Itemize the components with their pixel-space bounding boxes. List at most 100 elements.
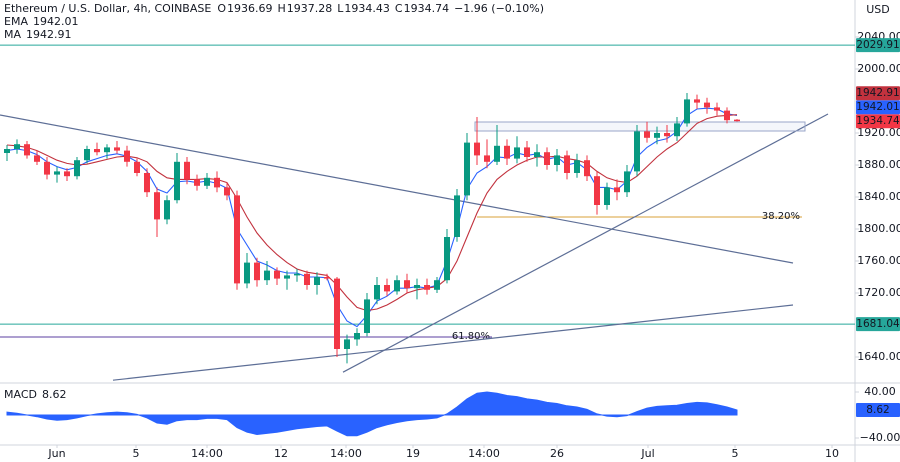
candle-body bbox=[494, 145, 500, 162]
candle-body bbox=[554, 155, 560, 165]
candle-body bbox=[144, 173, 150, 193]
candle-body bbox=[94, 149, 100, 153]
x-tick-label: Jul bbox=[640, 447, 654, 460]
candle-body bbox=[524, 147, 530, 157]
candle-body bbox=[394, 280, 400, 292]
candle-body bbox=[514, 147, 520, 159]
y-tick-label: 1920.00 bbox=[857, 126, 900, 139]
candle-body bbox=[424, 285, 430, 290]
candle-body bbox=[484, 155, 490, 162]
candle-body bbox=[714, 107, 720, 111]
price-badge-label: 1681.04 bbox=[856, 318, 900, 330]
price-badge-label: 8.62 bbox=[866, 404, 889, 416]
y-tick-label: 1760.00 bbox=[857, 254, 900, 267]
candle-body bbox=[24, 144, 30, 156]
price-badge-label: 1942.01 bbox=[856, 101, 899, 113]
price-badge bbox=[856, 317, 900, 332]
price-badge bbox=[856, 100, 900, 115]
candle-body bbox=[534, 152, 540, 157]
candle-body bbox=[464, 142, 470, 196]
candle-body bbox=[604, 187, 610, 205]
candle-body bbox=[274, 270, 280, 279]
trendline bbox=[0, 114, 794, 264]
candle-body bbox=[644, 131, 650, 138]
candle-body bbox=[544, 152, 550, 165]
candle-body bbox=[384, 285, 390, 292]
legend-name: MACD bbox=[4, 388, 37, 401]
candle-body bbox=[304, 273, 310, 285]
candle-body bbox=[104, 147, 110, 153]
candle-body bbox=[244, 262, 250, 284]
legend-name: EMA bbox=[4, 15, 28, 28]
y-tick-label: −40.00 bbox=[860, 431, 900, 444]
legend-value: 1942.91 bbox=[26, 28, 72, 41]
candle-body bbox=[454, 195, 460, 237]
candle-body bbox=[124, 150, 130, 162]
candle-body bbox=[434, 280, 440, 290]
candle-body bbox=[4, 149, 10, 153]
x-tick-label: 10 bbox=[825, 447, 839, 460]
chart-title: Ethereum / U.S. Dollar, 4h, COINBASE bbox=[4, 2, 211, 15]
candle-body bbox=[154, 192, 160, 220]
candle-body bbox=[254, 262, 260, 281]
candle-body bbox=[504, 145, 510, 159]
x-tick-label: 14:00 bbox=[468, 447, 500, 460]
price-badge bbox=[856, 86, 900, 101]
y-tick-label: 1840.00 bbox=[857, 190, 900, 203]
y-tick-label: 1880.00 bbox=[857, 158, 900, 171]
price-badge bbox=[856, 38, 900, 53]
y-tick-label: 40.00 bbox=[864, 385, 896, 398]
candle-body bbox=[164, 200, 170, 220]
candle-body bbox=[224, 187, 230, 196]
candle-body bbox=[694, 99, 700, 103]
candle-body bbox=[64, 171, 70, 177]
x-tick-label: 14:00 bbox=[191, 447, 223, 460]
candle-body bbox=[414, 285, 420, 289]
range-box bbox=[474, 121, 806, 132]
candle-body bbox=[44, 161, 50, 175]
candle-body bbox=[474, 142, 480, 156]
candle-body bbox=[564, 155, 570, 173]
ohlc-letter: H bbox=[277, 2, 285, 15]
ohlc-letter: C bbox=[395, 2, 403, 15]
price-badge-label: 1942.91 bbox=[856, 87, 899, 99]
candle-body bbox=[14, 144, 20, 149]
ohlc-letter: L bbox=[337, 2, 344, 15]
candle-body bbox=[34, 155, 40, 162]
candle-body bbox=[54, 171, 60, 175]
candle-body bbox=[574, 160, 580, 173]
x-tick-label: 5 bbox=[732, 447, 739, 460]
x-tick-label: 5 bbox=[133, 447, 140, 460]
candle-body bbox=[634, 131, 640, 172]
candle-body bbox=[194, 179, 200, 186]
candle-body bbox=[84, 149, 90, 161]
candle-body bbox=[264, 270, 270, 281]
candle-body bbox=[724, 110, 730, 121]
candle-body bbox=[114, 147, 120, 151]
candle-body bbox=[214, 177, 220, 188]
ohlc-value: 1937.28 bbox=[287, 2, 333, 15]
candle-body bbox=[354, 333, 360, 340]
x-tick-label: Jun bbox=[47, 447, 65, 460]
price-badge-label: 2029.91 bbox=[856, 39, 899, 51]
ohlc-value: 1934.43 bbox=[344, 2, 390, 15]
y-tick-label: 1720.00 bbox=[857, 286, 900, 299]
candle-body bbox=[624, 171, 630, 193]
currency: USD bbox=[866, 3, 890, 16]
candle-body bbox=[674, 123, 680, 137]
candle-body bbox=[364, 299, 370, 333]
ohlc-letter: O bbox=[217, 2, 226, 15]
y-tick-label: 1640.00 bbox=[857, 350, 900, 363]
candle-body bbox=[284, 275, 290, 279]
candle-body bbox=[294, 273, 300, 276]
fib-label: 38.20% bbox=[762, 211, 800, 222]
candle-body bbox=[334, 278, 340, 349]
candle-body bbox=[324, 277, 330, 279]
candle-body bbox=[204, 177, 210, 186]
candle-body bbox=[174, 161, 180, 201]
candle-body bbox=[654, 133, 660, 138]
candle-body bbox=[704, 102, 710, 108]
price-badge bbox=[856, 403, 900, 418]
y-tick-label: 2000.00 bbox=[857, 62, 900, 75]
